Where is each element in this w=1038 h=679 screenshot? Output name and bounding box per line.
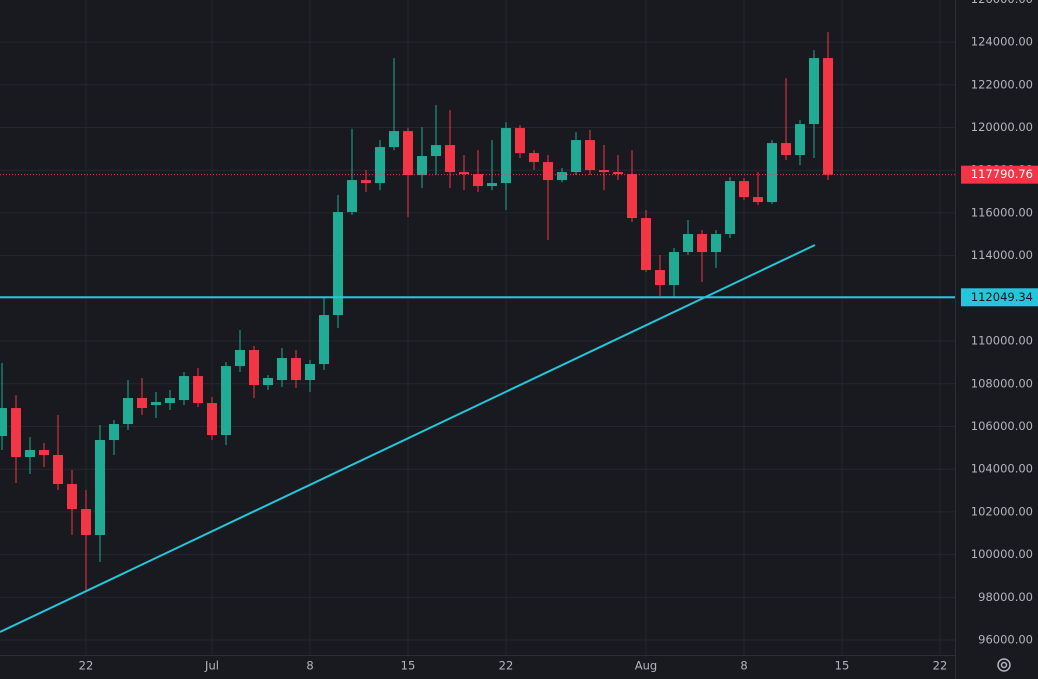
horizontal-line-label: 112049.34 xyxy=(971,290,1033,304)
candle-body xyxy=(641,218,651,271)
candle-body xyxy=(655,270,665,286)
settings-icon[interactable] xyxy=(997,658,1011,672)
candle-body xyxy=(137,398,147,409)
candle-body xyxy=(557,172,567,181)
candle-body xyxy=(39,450,49,456)
candle-body xyxy=(95,440,105,536)
x-tick-label: 22 xyxy=(933,659,948,673)
candle-body xyxy=(179,376,189,401)
last-price-tag xyxy=(961,165,1038,184)
y-tick-label: 124000.00 xyxy=(971,35,1033,49)
candle-body xyxy=(305,364,315,381)
candle-body xyxy=(81,509,91,536)
settings-ring xyxy=(997,658,1011,672)
candle-body xyxy=(753,197,763,203)
candle-body xyxy=(193,376,203,404)
candle-body xyxy=(669,252,679,286)
y-tick-label: 98000.00 xyxy=(978,590,1033,604)
candle-body xyxy=(207,403,217,436)
candle-body xyxy=(725,181,735,235)
y-tick-label: 100000.00 xyxy=(971,547,1033,561)
x-tick-label: 8 xyxy=(740,659,747,673)
candle-body xyxy=(25,450,35,458)
candles xyxy=(0,32,833,591)
settings-core xyxy=(1000,661,1008,669)
overlay: 117790.76 112049.34 xyxy=(0,165,1038,307)
candle-body xyxy=(501,128,511,184)
x-tick-label: Aug xyxy=(635,659,657,673)
candle-body xyxy=(431,145,441,157)
candle-body xyxy=(263,378,273,386)
candle-body xyxy=(529,153,539,163)
y-tick-label: 114000.00 xyxy=(971,248,1033,262)
candle-body xyxy=(823,58,833,175)
candle-body xyxy=(417,156,427,176)
trend-line[interactable] xyxy=(0,244,816,633)
candle-body xyxy=(11,408,21,458)
horizontal-line-tag xyxy=(961,288,1038,307)
candle-body xyxy=(515,128,525,154)
candle-body xyxy=(291,358,301,381)
candle-body xyxy=(459,172,469,175)
candle-body xyxy=(613,172,623,175)
candle-body xyxy=(711,234,721,253)
y-tick-label: 126000.00 xyxy=(971,0,1033,6)
candle-body xyxy=(809,58,819,125)
y-tick-label: 110000.00 xyxy=(971,334,1033,348)
candle-body xyxy=(277,358,287,381)
x-tick-label: 15 xyxy=(835,659,850,673)
candle-body xyxy=(697,234,707,253)
x-tick-label: 22 xyxy=(79,659,94,673)
candle-body xyxy=(473,174,483,187)
candle-body xyxy=(151,402,161,406)
candle-body xyxy=(109,424,119,441)
candle-body xyxy=(0,408,7,437)
candle-body xyxy=(795,124,805,156)
y-tick-label: 104000.00 xyxy=(971,462,1033,476)
candle-body xyxy=(585,140,595,171)
x-tick-label: 22 xyxy=(499,659,514,673)
y-tick-label: 96000.00 xyxy=(978,633,1033,647)
candle-body xyxy=(235,350,245,367)
y-tick-label: 120000.00 xyxy=(971,120,1033,134)
x-tick-label: 15 xyxy=(401,659,416,673)
y-tick-label: 108000.00 xyxy=(971,376,1033,390)
candle-body xyxy=(249,350,259,386)
candle-body xyxy=(767,143,777,203)
candle-body xyxy=(319,315,329,365)
y-tick-label: 106000.00 xyxy=(971,419,1033,433)
candle-body xyxy=(571,140,581,173)
candle-body xyxy=(165,398,175,404)
candle-body xyxy=(627,174,637,219)
y-tick-label: 102000.00 xyxy=(971,504,1033,518)
x-tick-label: Jul xyxy=(204,659,219,673)
candle-body xyxy=(389,131,399,148)
candle-body xyxy=(445,145,455,173)
candle-body xyxy=(781,143,791,156)
candle-body xyxy=(67,484,77,510)
candle-body xyxy=(123,398,133,425)
y-tick-label: 116000.00 xyxy=(971,205,1033,219)
candle-body xyxy=(487,183,497,187)
candle-body xyxy=(739,181,749,198)
candle-body xyxy=(375,147,385,184)
candle-body xyxy=(333,212,343,316)
candle-body xyxy=(403,131,413,176)
x-tick-label: 8 xyxy=(306,659,313,673)
last-price-label: 117790.76 xyxy=(971,167,1033,181)
candle-body xyxy=(361,180,371,184)
y-tick-label: 122000.00 xyxy=(971,77,1033,91)
candle-body xyxy=(347,180,357,213)
candle-body xyxy=(53,455,63,485)
candle-body xyxy=(599,170,609,173)
candle-body xyxy=(683,234,693,253)
candle-body xyxy=(221,366,231,436)
candle-body xyxy=(543,162,553,181)
